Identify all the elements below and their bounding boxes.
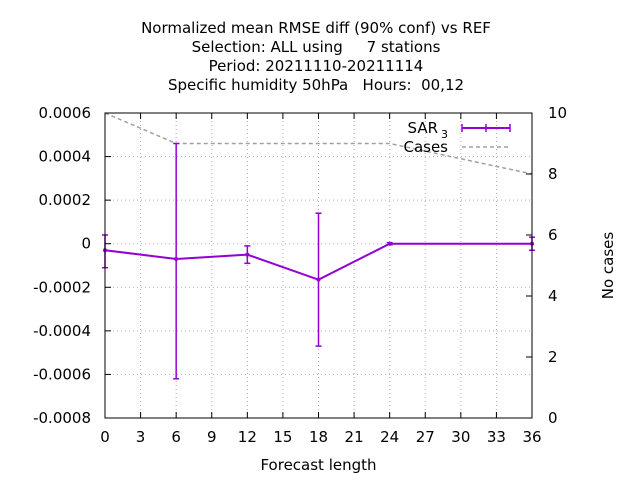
y-tick-label: 0 [81, 235, 91, 253]
title-line-1: Normalized mean RMSE diff (90% conf) vs … [141, 19, 491, 37]
sar-point [245, 252, 250, 257]
y2-tick-label: 4 [548, 287, 558, 305]
x-tick-label: 36 [522, 428, 541, 446]
x-tick-label: 3 [136, 428, 146, 446]
y-tick-label: 0.0006 [39, 104, 92, 122]
y2-tick-label: 8 [548, 165, 558, 183]
x-tick-label: 6 [171, 428, 181, 446]
ticks [104, 112, 533, 419]
sar-point [174, 256, 179, 261]
y2-tick-label: 6 [548, 226, 558, 244]
y2-tick-label: 2 [548, 348, 558, 366]
legend-subscript-sar: 3 [441, 128, 448, 141]
series-layer [102, 112, 535, 380]
x-tick-label: 9 [207, 428, 217, 446]
legend-marker-sar [461, 124, 511, 132]
y-tick-label: -0.0008 [33, 409, 91, 427]
legend-label-sar: SAR [408, 119, 438, 137]
x-tick-label: 15 [273, 428, 292, 446]
x-tick-label: 33 [487, 428, 506, 446]
legend-label-cases: Cases [403, 138, 448, 156]
title-line-4: Specific humidity 50hPa Hours: 00,12 [168, 76, 464, 94]
y-tick-label: 0.0002 [39, 191, 92, 209]
title-line-3: Period: 20211110-20211114 [209, 57, 424, 75]
x-tick-label: 21 [345, 428, 364, 446]
y2-tick-label: 0 [548, 409, 558, 427]
sar-point [387, 241, 392, 246]
y-tick-label: -0.0004 [33, 322, 91, 340]
title-line-2: Selection: ALL using 7 stations [192, 38, 441, 56]
y-tick-label: -0.0002 [33, 278, 91, 296]
sar-line [104, 242, 532, 281]
y-tick-label: -0.0006 [33, 365, 91, 383]
x-tick-label: 12 [238, 428, 257, 446]
x-tick-label: 30 [451, 428, 470, 446]
tick-labels: 0 3 6 9 12 15 18 21 24 27 30 33 360.00060.00040.0002… [33, 104, 567, 446]
x-tick-label: 24 [380, 428, 399, 446]
x-tick-label: 18 [309, 428, 328, 446]
legend: SAR 3 Cases [403, 119, 511, 156]
x-axis-label: Forecast length [260, 456, 376, 474]
y-tick-label: 0.0004 [39, 148, 92, 166]
chart-title: Normalized mean RMSE diff (90% conf) vs … [141, 19, 491, 94]
y2-axis-label: No cases [599, 232, 617, 300]
x-tick-label: 0 [100, 428, 110, 446]
sar-point [316, 277, 321, 282]
legend-item-sar: SAR 3 [408, 119, 511, 141]
y2-tick-label: 10 [548, 104, 567, 122]
x-tick-label: 27 [416, 428, 435, 446]
cases-line [104, 112, 533, 175]
legend-item-cases: Cases [403, 138, 510, 156]
